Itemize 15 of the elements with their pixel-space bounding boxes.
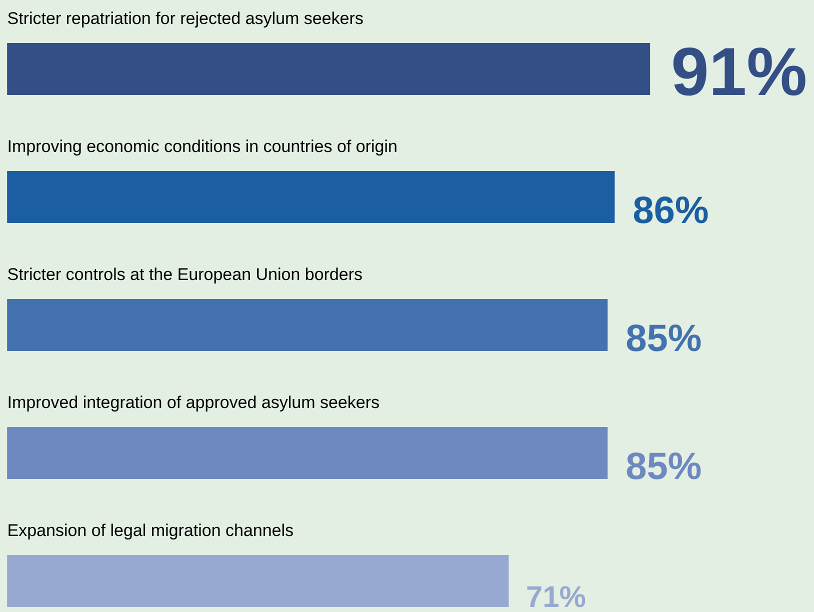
data-label: 85% — [626, 324, 701, 352]
y-tick-label: Stricter controls at the European Union borders — [8, 268, 362, 284]
data-label: 71% — [527, 586, 586, 608]
data-label: 85% — [626, 452, 701, 480]
y-tick-label: Improving economic conditions in countries of origin — [8, 140, 396, 156]
y-tick-label: Stricter repatriation for rejected asylum seekers — [8, 12, 363, 28]
bar — [7, 426, 608, 479]
bar — [7, 170, 615, 223]
y-tick-label: Improved integration of approved asylum seekers — [8, 396, 379, 412]
data-label: 86% — [634, 196, 708, 224]
bar — [7, 554, 509, 607]
y-tick-label: Expansion of legal migration channels — [8, 524, 293, 540]
data-label: 91% — [673, 48, 806, 96]
bar — [7, 42, 650, 95]
bar — [7, 298, 608, 351]
